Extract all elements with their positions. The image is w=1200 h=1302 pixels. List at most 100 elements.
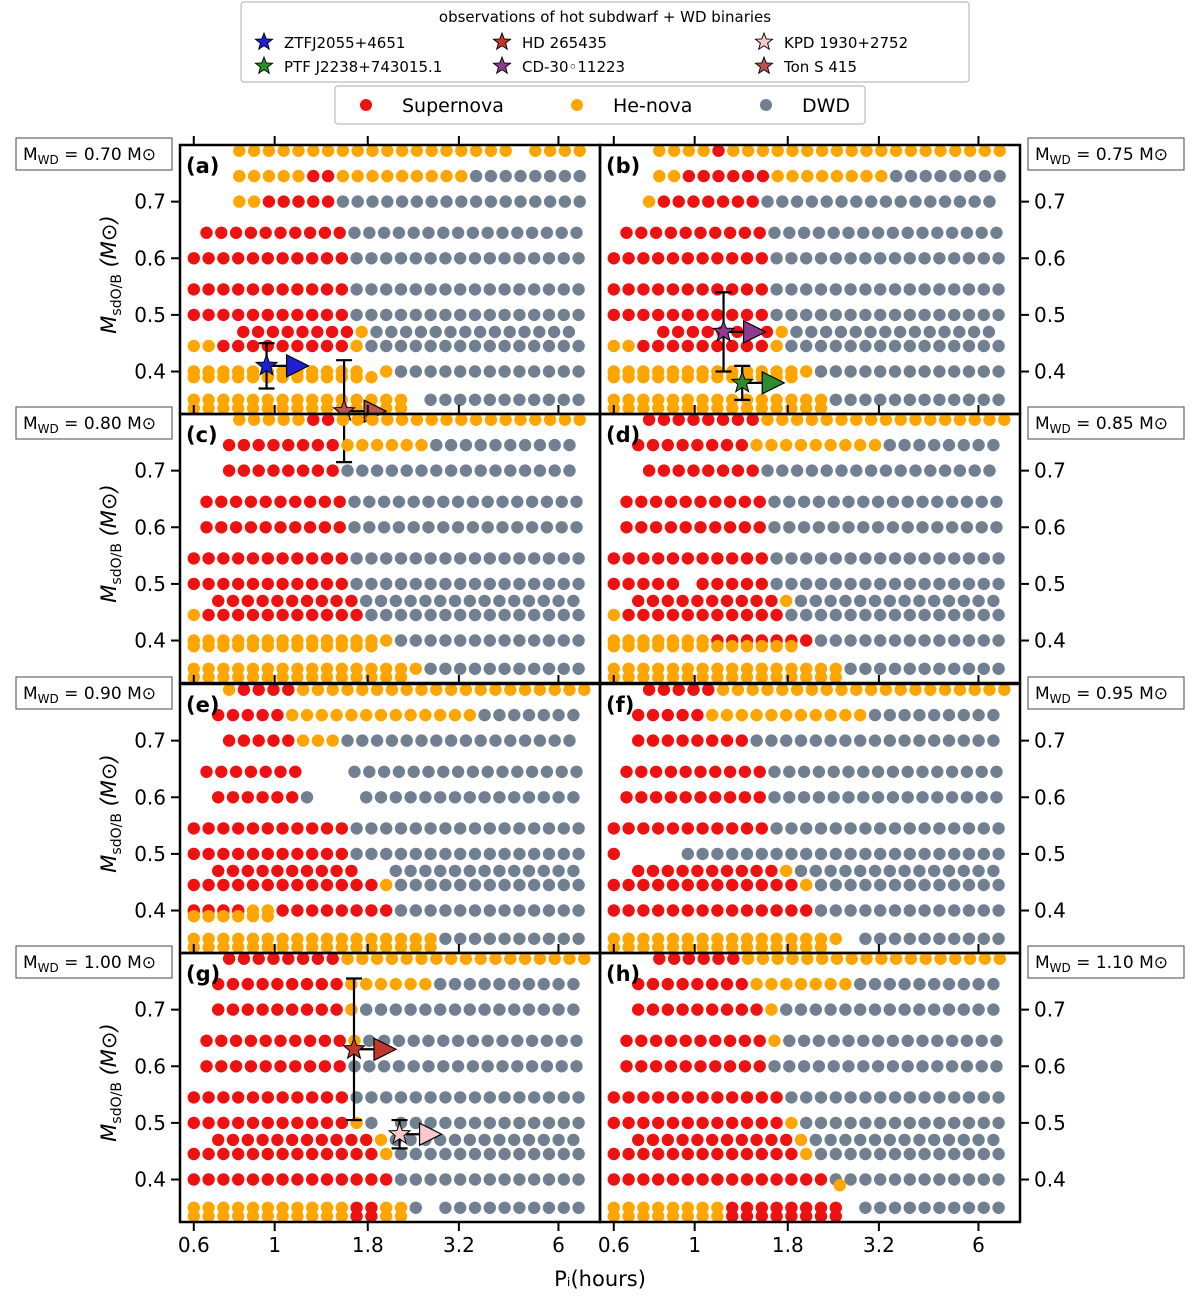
panel-letter: (b) bbox=[606, 154, 640, 178]
point-d bbox=[834, 325, 848, 339]
point-d bbox=[478, 1133, 491, 1147]
point-d bbox=[977, 608, 990, 622]
point-s bbox=[723, 1034, 737, 1048]
point-s bbox=[740, 252, 754, 265]
point-d bbox=[407, 495, 420, 508]
point-d bbox=[938, 195, 952, 208]
point-d bbox=[439, 878, 452, 892]
point-s bbox=[232, 1147, 245, 1161]
point-h bbox=[232, 910, 245, 923]
point-d bbox=[864, 195, 878, 208]
point-d bbox=[903, 393, 916, 406]
data-points bbox=[607, 684, 1011, 953]
point-d bbox=[468, 1116, 482, 1130]
point-h bbox=[637, 662, 650, 675]
point-d bbox=[992, 904, 1005, 917]
point-d bbox=[844, 822, 857, 835]
point-d bbox=[933, 904, 946, 917]
y-tick-label: 0.4 bbox=[134, 899, 166, 923]
point-h bbox=[320, 1210, 334, 1222]
point-d bbox=[513, 552, 526, 565]
panel-letter: (h) bbox=[606, 962, 640, 986]
point-d bbox=[434, 1003, 447, 1016]
point-d bbox=[363, 495, 376, 508]
y-tick-label: 0.7 bbox=[1034, 459, 1066, 483]
point-d bbox=[844, 904, 857, 917]
point-h bbox=[814, 932, 828, 945]
point-h bbox=[761, 684, 774, 696]
point-d bbox=[528, 904, 541, 917]
point-d bbox=[977, 932, 990, 945]
point-h bbox=[395, 145, 409, 157]
point-d bbox=[983, 195, 996, 208]
point-d bbox=[903, 1173, 916, 1186]
point-s bbox=[286, 1133, 299, 1147]
data-points bbox=[607, 953, 1006, 1222]
point-d bbox=[394, 552, 408, 565]
point-s bbox=[261, 822, 274, 835]
point-h bbox=[652, 393, 665, 406]
point-s bbox=[300, 594, 314, 608]
panel-h: 0.6 1 1.8 3.2 60.40.50.60.7(h) MWD = 1.10 M⊙ bbox=[598, 944, 1185, 1257]
point-h bbox=[711, 371, 724, 384]
point-d bbox=[953, 325, 966, 339]
point-d bbox=[928, 864, 941, 878]
point-s bbox=[256, 791, 269, 804]
point-s bbox=[735, 1003, 748, 1016]
point-d bbox=[871, 791, 885, 804]
point-d bbox=[975, 1060, 988, 1073]
point-h bbox=[800, 662, 813, 675]
point-d bbox=[513, 847, 526, 861]
point-d bbox=[350, 308, 363, 322]
point-d bbox=[977, 283, 990, 296]
point-h bbox=[968, 414, 981, 426]
point-d bbox=[483, 662, 496, 675]
point-d bbox=[409, 822, 422, 835]
point-d bbox=[962, 252, 976, 265]
point-s bbox=[261, 339, 274, 353]
point-d bbox=[842, 1034, 855, 1048]
point-d bbox=[567, 594, 580, 608]
panel-f: 0.40.50.60.7(f) MWD = 0.95 M⊙ bbox=[598, 675, 1185, 955]
point-d bbox=[439, 308, 452, 322]
point-h bbox=[499, 145, 512, 157]
point-s bbox=[687, 414, 700, 426]
point-d bbox=[750, 734, 763, 747]
point-d bbox=[916, 521, 929, 534]
point-s bbox=[664, 226, 678, 239]
point-s bbox=[770, 1201, 783, 1215]
point-d bbox=[918, 283, 931, 296]
point-d bbox=[341, 464, 354, 477]
point-d bbox=[404, 864, 417, 878]
point-s bbox=[276, 252, 289, 265]
point-d bbox=[797, 1060, 811, 1073]
point-d bbox=[542, 365, 556, 378]
point-d bbox=[888, 878, 902, 892]
point-s bbox=[649, 1060, 663, 1073]
point-d bbox=[844, 1173, 857, 1186]
point-s bbox=[340, 325, 354, 339]
point-s bbox=[261, 552, 274, 565]
point-d bbox=[557, 577, 570, 591]
point-d bbox=[466, 1034, 480, 1048]
point-h bbox=[839, 977, 852, 991]
point-d bbox=[356, 734, 369, 747]
point-d bbox=[886, 791, 900, 804]
point-d bbox=[968, 464, 981, 477]
point-h bbox=[320, 671, 334, 683]
point-d bbox=[977, 1201, 990, 1215]
point-s bbox=[307, 195, 320, 208]
point-s bbox=[696, 1173, 709, 1186]
point-d bbox=[844, 365, 857, 378]
point-d bbox=[380, 577, 393, 591]
point-d bbox=[933, 847, 946, 861]
point-d bbox=[483, 878, 496, 892]
point-d bbox=[444, 438, 458, 452]
point-d bbox=[572, 1147, 585, 1161]
point-h bbox=[276, 671, 289, 683]
point-s bbox=[229, 521, 243, 534]
point-s bbox=[307, 169, 320, 183]
point-d bbox=[864, 325, 877, 339]
point-d bbox=[963, 169, 977, 183]
point-h bbox=[217, 1201, 230, 1215]
